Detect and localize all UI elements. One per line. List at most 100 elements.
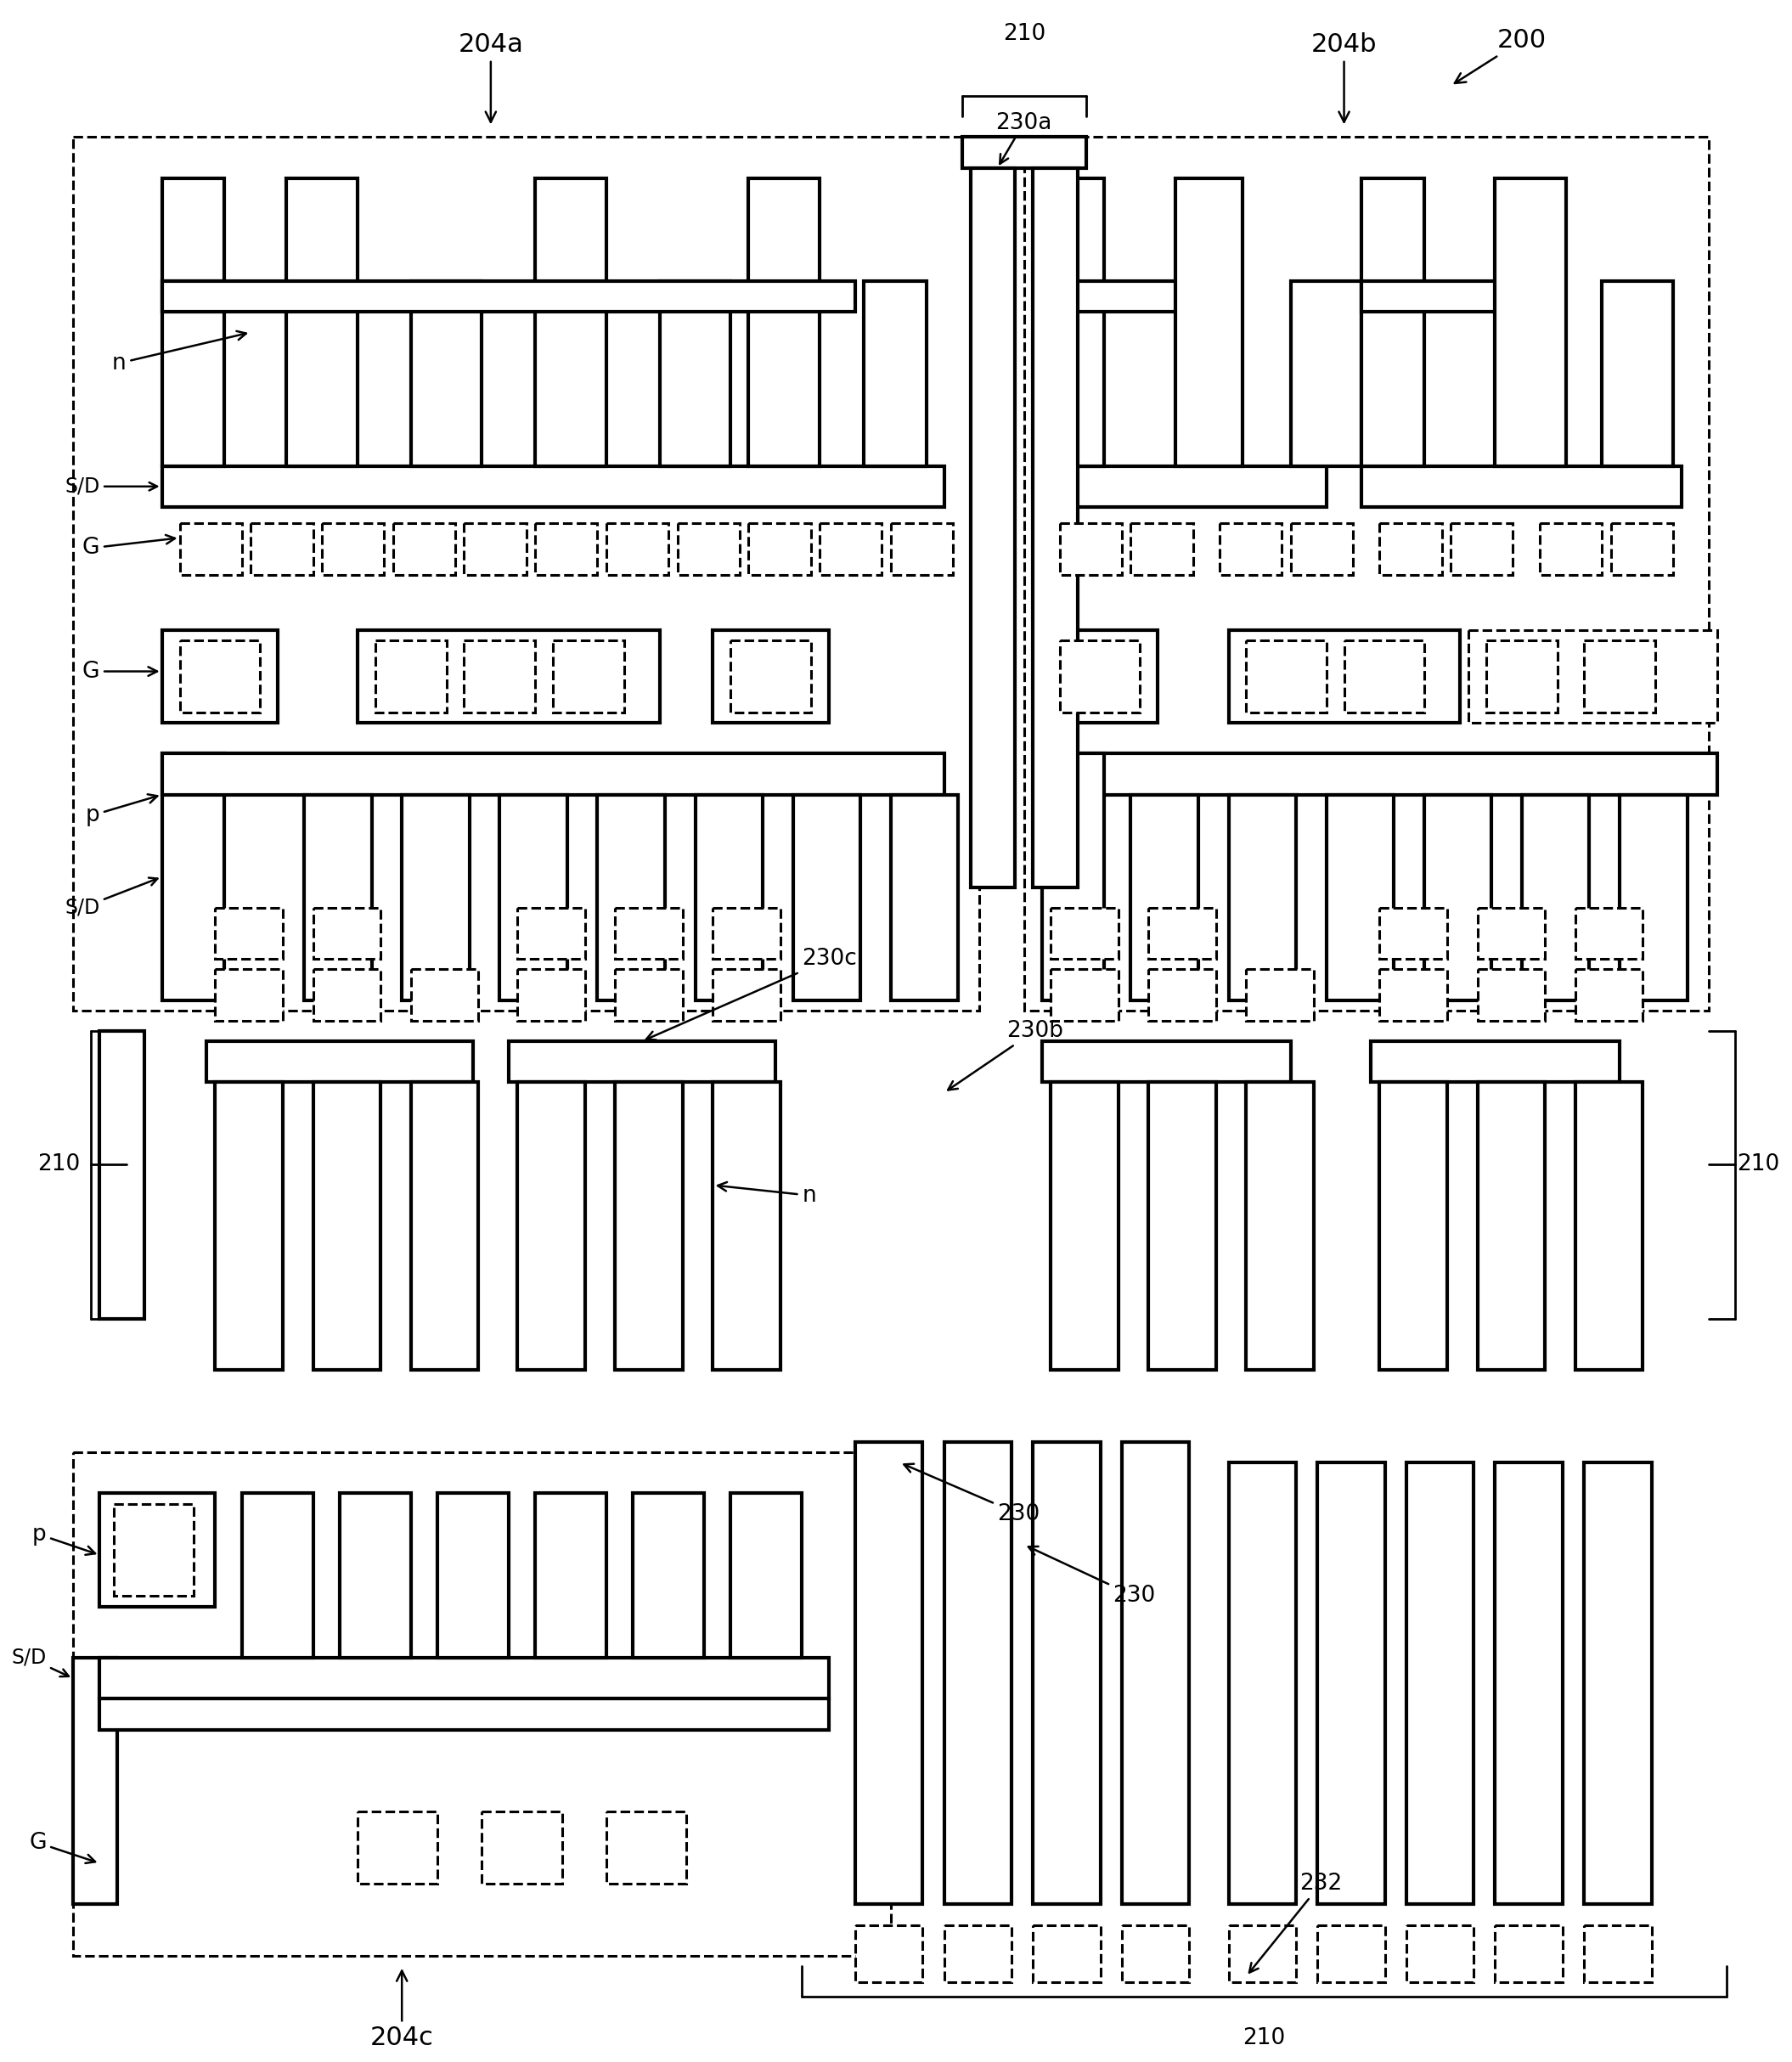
Bar (1032, 167, 1077, 887)
Bar (794, 794, 860, 1000)
Bar (1245, 969, 1314, 1021)
Bar (401, 794, 470, 1000)
Bar (1380, 969, 1448, 1021)
Bar (1229, 631, 1460, 724)
Text: G: G (82, 660, 158, 683)
Bar (1032, 1441, 1100, 1905)
Bar (1050, 907, 1118, 959)
Text: 232: 232 (1249, 1872, 1342, 1973)
Bar (179, 641, 260, 713)
Bar (1452, 524, 1512, 575)
Bar (1041, 177, 1104, 466)
Bar (1584, 641, 1656, 713)
Bar (1245, 641, 1326, 713)
Bar (410, 969, 478, 1021)
Bar (1229, 794, 1296, 1000)
Bar (1059, 524, 1122, 575)
Bar (1575, 969, 1643, 1021)
Bar (1122, 1926, 1190, 1982)
Bar (161, 753, 224, 1000)
Bar (1290, 280, 1362, 466)
Bar (100, 1493, 215, 1606)
Bar (392, 524, 455, 575)
Text: G: G (29, 1831, 95, 1864)
Bar (536, 177, 606, 466)
Bar (518, 969, 584, 1021)
Bar (1149, 907, 1217, 959)
Bar (1050, 969, 1118, 1021)
Bar (242, 1493, 314, 1658)
Bar (1362, 466, 1683, 507)
Bar (615, 907, 683, 959)
Bar (287, 177, 357, 466)
Bar (314, 969, 380, 1021)
Bar (944, 1926, 1012, 1982)
Bar (891, 524, 953, 575)
Bar (179, 524, 242, 575)
Text: p: p (86, 794, 158, 827)
Bar (100, 1658, 828, 1699)
Bar (1317, 1926, 1385, 1982)
Text: 230b: 230b (948, 1021, 1063, 1091)
Bar (509, 1041, 776, 1083)
Bar (518, 1083, 584, 1369)
Text: S/D: S/D (65, 878, 158, 918)
Bar (944, 1441, 1012, 1905)
Bar (314, 907, 380, 959)
Bar (1326, 794, 1394, 1000)
Bar (1344, 641, 1425, 713)
Bar (1575, 907, 1643, 959)
Bar (1131, 794, 1199, 1000)
Bar (536, 1493, 606, 1658)
Bar (1539, 524, 1602, 575)
Bar (633, 1493, 704, 1658)
Text: 210: 210 (38, 1153, 81, 1175)
Bar (713, 969, 781, 1021)
Bar (115, 1503, 194, 1596)
Text: 230: 230 (1029, 1546, 1156, 1606)
Bar (819, 524, 882, 575)
Bar (518, 907, 584, 959)
Text: 230: 230 (903, 1464, 1039, 1526)
Bar (713, 631, 828, 724)
Bar (536, 524, 597, 575)
Bar (962, 136, 1086, 167)
Bar (1468, 631, 1717, 724)
Bar (323, 524, 383, 575)
Bar (410, 1083, 478, 1369)
Bar (1380, 1083, 1448, 1369)
Bar (161, 280, 224, 311)
Bar (1131, 524, 1193, 575)
Bar (1229, 1462, 1296, 1905)
Bar (314, 1083, 380, 1369)
Bar (1149, 969, 1217, 1021)
Bar (659, 280, 731, 466)
Bar (554, 641, 624, 713)
Bar (855, 1441, 923, 1905)
Bar (1050, 1083, 1118, 1369)
Text: G: G (82, 534, 176, 559)
Bar (1041, 631, 1158, 724)
Bar (357, 1812, 437, 1885)
Bar (73, 1452, 891, 1955)
Bar (357, 631, 659, 724)
Bar (1486, 641, 1557, 713)
Bar (1584, 1462, 1652, 1905)
Bar (1059, 641, 1140, 713)
Bar (1611, 524, 1674, 575)
Bar (1023, 136, 1708, 1010)
Bar (73, 136, 980, 1010)
Bar (161, 177, 224, 466)
Bar (1229, 1926, 1296, 1982)
Bar (606, 524, 668, 575)
Bar (1041, 1041, 1290, 1083)
Bar (1176, 177, 1242, 466)
Bar (615, 1083, 683, 1369)
Bar (161, 753, 944, 794)
Bar (864, 280, 926, 466)
Bar (1220, 524, 1281, 575)
Bar (713, 907, 781, 959)
Text: p: p (32, 1524, 95, 1555)
Bar (464, 641, 536, 713)
Bar (713, 1083, 781, 1369)
